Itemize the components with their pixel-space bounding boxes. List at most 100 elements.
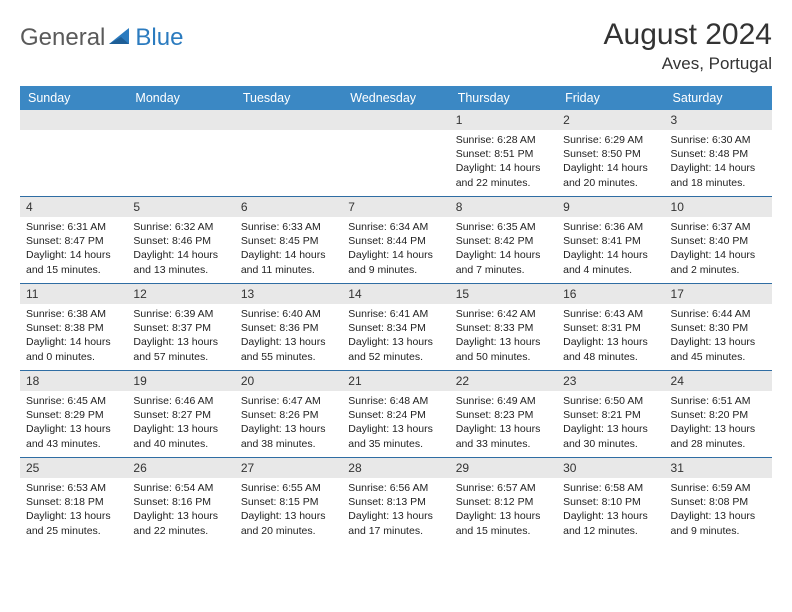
calendar-grid: SundayMondayTuesdayWednesdayThursdayFrid… [20,86,772,544]
daylight-line: Daylight: 13 hours and 33 minutes. [456,422,551,450]
daylight-line: Daylight: 13 hours and 15 minutes. [456,509,551,537]
day-number: 21 [342,371,449,391]
day-header-row: SundayMondayTuesdayWednesdayThursdayFrid… [20,86,772,110]
day-cell: 22Sunrise: 6:49 AMSunset: 8:23 PMDayligh… [450,371,557,457]
day-cell: 7Sunrise: 6:34 AMSunset: 8:44 PMDaylight… [342,197,449,283]
day-cell: 8Sunrise: 6:35 AMSunset: 8:42 PMDaylight… [450,197,557,283]
day-cell: 12Sunrise: 6:39 AMSunset: 8:37 PMDayligh… [127,284,234,370]
day-cell: 30Sunrise: 6:58 AMSunset: 8:10 PMDayligh… [557,458,664,544]
sunset-line: Sunset: 8:45 PM [241,234,336,248]
sunrise-line: Sunrise: 6:37 AM [671,220,766,234]
week-row: 4Sunrise: 6:31 AMSunset: 8:47 PMDaylight… [20,196,772,283]
day-info: Sunrise: 6:42 AMSunset: 8:33 PMDaylight:… [450,304,557,368]
daylight-line: Daylight: 14 hours and 13 minutes. [133,248,228,276]
sunset-line: Sunset: 8:42 PM [456,234,551,248]
sunrise-line: Sunrise: 6:56 AM [348,481,443,495]
sunrise-line: Sunrise: 6:43 AM [563,307,658,321]
day-info: Sunrise: 6:50 AMSunset: 8:21 PMDaylight:… [557,391,664,455]
sunrise-line: Sunrise: 6:59 AM [671,481,766,495]
day-header: Saturday [665,86,772,110]
sunrise-line: Sunrise: 6:54 AM [133,481,228,495]
daylight-line: Daylight: 13 hours and 12 minutes. [563,509,658,537]
sunrise-line: Sunrise: 6:55 AM [241,481,336,495]
daylight-line: Daylight: 14 hours and 22 minutes. [456,161,551,189]
week-row: 25Sunrise: 6:53 AMSunset: 8:18 PMDayligh… [20,457,772,544]
header: General Blue August 2024 Aves, Portugal [20,18,772,74]
sunrise-line: Sunrise: 6:35 AM [456,220,551,234]
day-number: 16 [557,284,664,304]
daylight-line: Daylight: 13 hours and 50 minutes. [456,335,551,363]
daylight-line: Daylight: 13 hours and 9 minutes. [671,509,766,537]
sunrise-line: Sunrise: 6:57 AM [456,481,551,495]
day-number: 7 [342,197,449,217]
sunset-line: Sunset: 8:23 PM [456,408,551,422]
day-header: Wednesday [342,86,449,110]
week-row: 1 Sunrise: 6:28 AMSunset: 8:51 PMDaylight… [20,110,772,196]
day-info: Sunrise: 6:48 AMSunset: 8:24 PMDaylight:… [342,391,449,455]
sunrise-line: Sunrise: 6:28 AM [456,133,551,147]
daylight-line: Daylight: 13 hours and 43 minutes. [26,422,121,450]
day-number: 15 [450,284,557,304]
sunrise-line: Sunrise: 6:44 AM [671,307,766,321]
sunrise-line: Sunrise: 6:45 AM [26,394,121,408]
day-info: Sunrise: 6:38 AMSunset: 8:38 PMDaylight:… [20,304,127,368]
day-header: Monday [127,86,234,110]
day-number: 13 [235,284,342,304]
day-number: 31 [665,458,772,478]
day-info: Sunrise: 6:54 AMSunset: 8:16 PMDaylight:… [127,478,234,542]
day-number: 19 [127,371,234,391]
day-number: 4 [20,197,127,217]
day-info: Sunrise: 6:51 AMSunset: 8:20 PMDaylight:… [665,391,772,455]
sunset-line: Sunset: 8:38 PM [26,321,121,335]
day-number: 2 [557,110,664,130]
day-info: Sunrise: 6:47 AMSunset: 8:26 PMDaylight:… [235,391,342,455]
sunset-line: Sunset: 8:12 PM [456,495,551,509]
day-cell: 2Sunrise: 6:29 AMSunset: 8:50 PMDaylight… [557,110,664,196]
daylight-line: Daylight: 13 hours and 40 minutes. [133,422,228,450]
day-number: 8 [450,197,557,217]
weeks-container: 1Sunrise: 6:28 AMSunset: 8:51 PMDaylight… [20,110,772,544]
daylight-line: Daylight: 14 hours and 9 minutes. [348,248,443,276]
day-cell [127,110,234,196]
sunrise-line: Sunrise: 6:29 AM [563,133,658,147]
day-info: Sunrise: 6:55 AMSunset: 8:15 PMDaylight:… [235,478,342,542]
day-info: Sunrise: 6:35 AMSunset: 8:42 PMDaylight:… [450,217,557,281]
day-cell: 1 Sunrise: 6:28 AMSunset: 8:51 PMDaylight… [450,110,557,196]
day-info: Sunrise: 6:39 AMSunset: 8:37 PMDaylight:… [127,304,234,368]
calendar-page: General Blue August 2024 Aves, Portugal … [0,0,792,562]
day-info: Sunrise: 6:29 AMSunset: 8:50 PMDaylight:… [557,130,664,194]
daylight-line: Daylight: 13 hours and 22 minutes. [133,509,228,537]
day-info: Sunrise: 6:43 AMSunset: 8:31 PMDaylight:… [557,304,664,368]
day-cell [342,110,449,196]
day-number: 26 [127,458,234,478]
day-cell [20,110,127,196]
day-number: 1 [450,110,557,130]
day-number: 14 [342,284,449,304]
sunrise-line: Sunrise: 6:58 AM [563,481,658,495]
sunrise-line: Sunrise: 6:39 AM [133,307,228,321]
day-info: Sunrise: 6:56 AMSunset: 8:13 PMDaylight:… [342,478,449,542]
day-info: Sunrise: 6:57 AMSunset: 8:12 PMDaylight:… [450,478,557,542]
day-cell: 16Sunrise: 6:43 AMSunset: 8:31 PMDayligh… [557,284,664,370]
sunrise-line: Sunrise: 6:42 AM [456,307,551,321]
sunrise-line: Sunrise: 6:32 AM [133,220,228,234]
sunrise-line: Sunrise: 6:47 AM [241,394,336,408]
day-info: Sunrise: 6:59 AMSunset: 8:08 PMDaylight:… [665,478,772,542]
day-info: Sunrise: 6:58 AMSunset: 8:10 PMDaylight:… [557,478,664,542]
day-cell: 20Sunrise: 6:47 AMSunset: 8:26 PMDayligh… [235,371,342,457]
sunrise-line: Sunrise: 6:46 AM [133,394,228,408]
daylight-line: Daylight: 14 hours and 2 minutes. [671,248,766,276]
sunset-line: Sunset: 8:26 PM [241,408,336,422]
sunset-line: Sunset: 8:24 PM [348,408,443,422]
sunrise-line: Sunrise: 6:48 AM [348,394,443,408]
sunrise-line: Sunrise: 6:30 AM [671,133,766,147]
sunset-line: Sunset: 8:51 PM [456,147,551,161]
sunset-line: Sunset: 8:47 PM [26,234,121,248]
day-header: Tuesday [235,86,342,110]
day-cell: 25Sunrise: 6:53 AMSunset: 8:18 PMDayligh… [20,458,127,544]
sunset-line: Sunset: 8:27 PM [133,408,228,422]
sunrise-line: Sunrise: 6:38 AM [26,307,121,321]
day-info: Sunrise: 6:44 AMSunset: 8:30 PMDaylight:… [665,304,772,368]
day-header: Friday [557,86,664,110]
sunset-line: Sunset: 8:16 PM [133,495,228,509]
